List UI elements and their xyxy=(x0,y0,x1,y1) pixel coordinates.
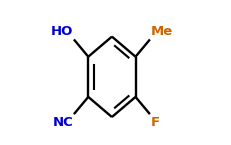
Text: Me: Me xyxy=(151,25,173,38)
Text: NC: NC xyxy=(52,116,73,129)
Text: F: F xyxy=(151,116,160,129)
Text: HO: HO xyxy=(51,25,73,38)
